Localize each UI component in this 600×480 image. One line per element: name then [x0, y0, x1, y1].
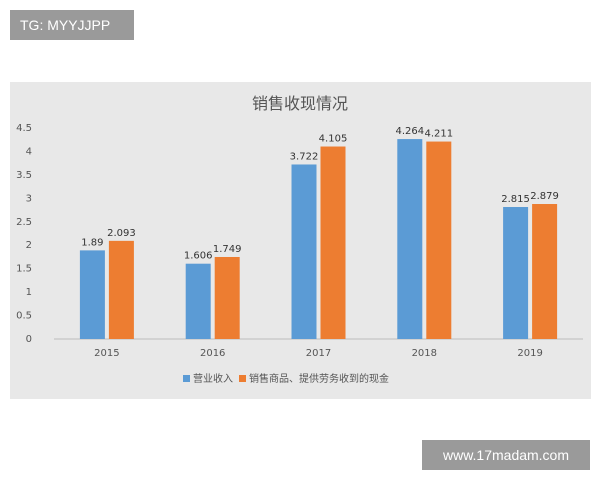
x-tick-label: 2019	[517, 348, 542, 359]
y-tick-label: 4	[26, 146, 32, 157]
data-label: 2.815	[501, 194, 530, 205]
y-tick-label: 0	[26, 334, 32, 345]
legend-label: 营业收入	[193, 372, 233, 385]
x-tick-label: 2016	[200, 348, 225, 359]
data-label: 4.211	[424, 129, 453, 140]
top-watermark-badge: TG: MYYJJPP	[10, 10, 134, 40]
data-label: 3.722	[290, 151, 319, 162]
y-tick-label: 2	[26, 240, 32, 251]
chart-panel: 销售收现情况 0 0.5 1 1.5 2 2.5 3 3.5 4 4.5 1.89 2.093 1.6…	[10, 82, 591, 399]
y-axis: 0 0.5 1 1.5 2 2.5 3 3.5 4 4.5	[16, 123, 32, 345]
bar-revenue-2019	[503, 207, 529, 339]
bar-revenue-2015	[79, 250, 105, 339]
y-tick-label: 3.5	[16, 170, 32, 181]
x-tick-label: 2017	[306, 348, 331, 359]
data-label: 1.749	[213, 244, 242, 255]
bar-cash-2017	[320, 146, 346, 339]
x-tick-label: 2015	[94, 348, 119, 359]
y-tick-label: 1.5	[16, 264, 32, 275]
bar-revenue-2017	[291, 164, 317, 339]
chart-title: 销售收现情况	[252, 94, 348, 113]
bar-cash-2019	[532, 204, 558, 339]
x-axis: 2015 2016 2017 2018 2019	[94, 348, 543, 359]
bottom-watermark-badge: www.17madam.com	[422, 440, 590, 470]
legend-swatch	[183, 375, 190, 382]
bar-revenue-2016	[185, 263, 211, 339]
x-tick-label: 2018	[412, 348, 437, 359]
legend: 营业收入 销售商品、提供劳务收到的现金	[183, 372, 389, 385]
data-label: 4.105	[319, 134, 348, 145]
data-label: 2.093	[107, 228, 136, 239]
bar-cash-2016	[214, 256, 240, 339]
bar-revenue-2018	[397, 139, 423, 339]
y-tick-label: 2.5	[16, 217, 32, 228]
legend-swatch	[239, 375, 246, 382]
data-label: 2.879	[530, 191, 559, 202]
bar-cash-2018	[426, 141, 452, 339]
bar-cash-2015	[108, 240, 134, 339]
data-label: 4.264	[395, 126, 424, 137]
y-tick-label: 4.5	[16, 123, 32, 134]
bar-chart: 销售收现情况 0 0.5 1 1.5 2 2.5 3 3.5 4 4.5 1.89 2.093 1.6…	[16, 94, 583, 385]
y-tick-label: 1	[26, 287, 32, 298]
data-label: 1.606	[184, 251, 213, 262]
legend-label: 销售商品、提供劳务收到的现金	[249, 372, 389, 385]
data-label: 1.89	[81, 237, 103, 248]
y-tick-label: 3	[26, 193, 32, 204]
y-tick-label: 0.5	[16, 311, 32, 322]
